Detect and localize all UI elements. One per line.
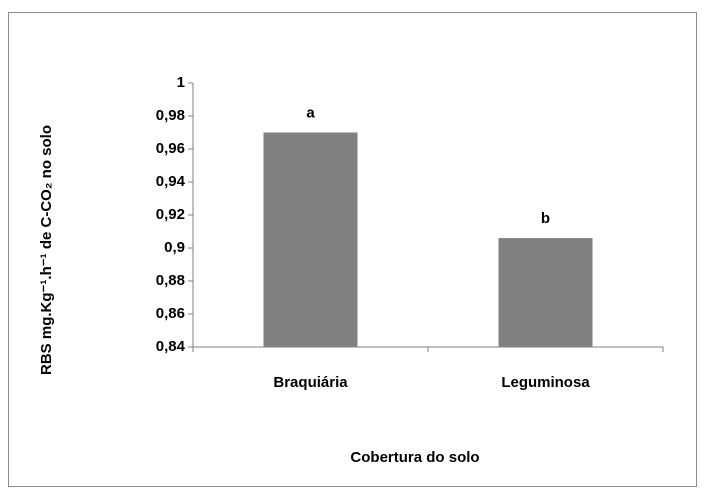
y-tick-label: 0,9	[164, 239, 185, 256]
y-tick-label: 0,86	[156, 305, 185, 322]
y-tick-label: 0,98	[156, 107, 185, 124]
x-tick-label: Braquiária	[273, 374, 348, 391]
y-tick-label: 0,96	[156, 140, 185, 157]
y-tick-label: 0,84	[156, 338, 186, 355]
x-axis-title: Cobertura do solo	[350, 449, 479, 466]
bar-annotation: b	[541, 210, 550, 227]
y-tick-label: 0,88	[156, 272, 185, 289]
y-tick-label: 0,94	[156, 173, 186, 190]
bar-annotation: a	[306, 104, 315, 121]
y-axis-title: RBS mg.Kg⁻¹.h⁻¹ de C-CO₂ no solo	[38, 125, 55, 375]
x-tick-label: Leguminosa	[501, 374, 590, 391]
bar	[263, 132, 358, 347]
bar	[498, 238, 593, 347]
y-tick-label: 1	[177, 74, 185, 91]
y-tick-label: 0,92	[156, 206, 185, 223]
